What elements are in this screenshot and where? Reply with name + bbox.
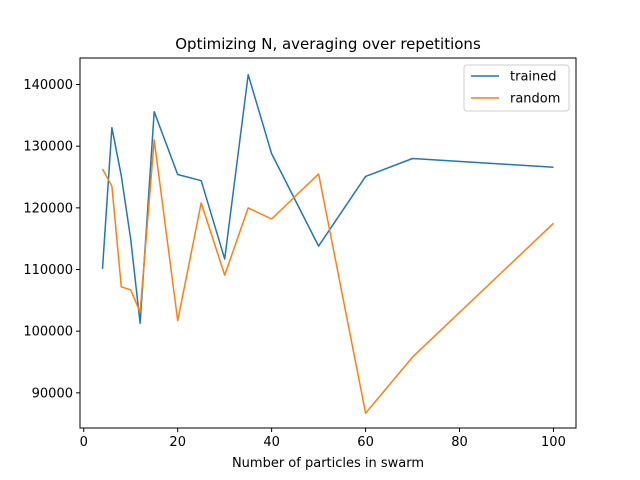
y-tick-label: 100000: [23, 325, 73, 340]
x-tick-label: 60: [357, 435, 374, 450]
x-tick-label: 40: [263, 435, 280, 450]
x-tick-label: 0: [80, 435, 88, 450]
chart-title: Optimizing N, averaging over repetitions: [175, 35, 481, 53]
y-tick-label: 130000: [23, 140, 73, 155]
y-tick-label: 90000: [32, 386, 73, 401]
y-tick-label: 140000: [23, 78, 73, 93]
series-line-random: [101, 139, 555, 414]
legend-label-random: random: [510, 92, 560, 107]
series-line-trained: [101, 73, 554, 324]
legend-label-trained: trained: [510, 70, 557, 85]
x-tick-label: 80: [451, 435, 468, 450]
x-axis-ticks: 0 20 40 60 80 100: [80, 428, 566, 450]
legend: trained random: [463, 64, 570, 112]
y-axis-ticks: 90000 100000 110000 120000 130000 140000: [23, 78, 80, 401]
x-tick-label: 100: [541, 435, 566, 450]
series-layer: [101, 73, 555, 414]
plot-frame: [79, 57, 577, 429]
y-tick-label: 110000: [23, 263, 73, 278]
x-axis-label: Number of particles in swarm: [232, 456, 424, 471]
y-tick-label: 120000: [23, 201, 73, 216]
x-tick-label: 20: [169, 435, 186, 450]
